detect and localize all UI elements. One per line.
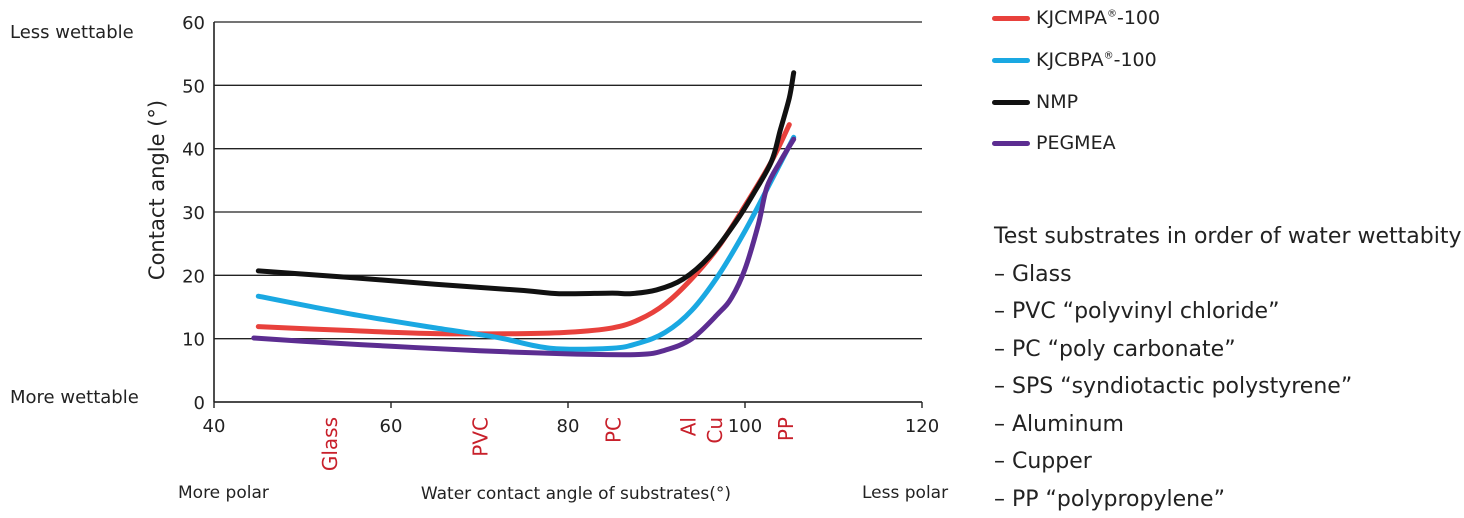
y-tick-label: 20	[182, 266, 205, 287]
y-axis-title: Contact angle (°)	[145, 100, 169, 280]
x-tick-label: 100	[728, 416, 762, 437]
series-lines	[254, 73, 794, 355]
legend-swatch	[992, 58, 1030, 63]
legend-item-kjcbpa: KJCBPA®-100	[992, 45, 1157, 75]
x-axis-title: Water contact angle of substrates(°)	[421, 484, 731, 504]
legend-label: KJCBPA®-100	[1036, 49, 1157, 71]
series-line-3	[254, 139, 794, 355]
substrates-title: Test substrates in order of water wettab…	[994, 218, 1461, 256]
legend-swatch	[992, 100, 1030, 105]
y-tick-label: 50	[182, 76, 205, 97]
legend-item-kjcmpa: KJCMPA®-100	[992, 3, 1160, 33]
legend-swatch	[992, 16, 1030, 21]
substrate-marker-label: PP	[774, 417, 798, 441]
substrate-item: Aluminum	[994, 406, 1461, 444]
substrate-item: SPS “syndiotactic polystyrene”	[994, 368, 1461, 406]
more-wettable-label: More wettable	[10, 387, 139, 408]
substrates-panel: Test substrates in order of water wettab…	[994, 218, 1461, 518]
substrate-marker-label: Al	[677, 417, 701, 436]
substrate-marker-label: Cu	[703, 417, 727, 444]
x-tick-label: 60	[380, 416, 403, 437]
y-tick-label: 0	[194, 393, 205, 414]
legend-swatch	[992, 141, 1030, 146]
y-tick-label: 40	[182, 140, 205, 161]
series-line-0	[258, 125, 789, 334]
legend-item-nmp: NMP	[992, 87, 1078, 117]
less-wettable-label: Less wettable	[10, 22, 134, 43]
legend-label: KJCMPA®-100	[1036, 7, 1160, 29]
y-tick-label: 60	[182, 13, 205, 34]
x-tick-label: 80	[557, 416, 580, 437]
y-tick-label: 30	[182, 203, 205, 224]
substrate-marker-label: Glass	[318, 417, 342, 471]
substrate-item: Cupper	[994, 443, 1461, 481]
substrate-marker-label: PVC	[469, 417, 493, 457]
substrate-item: PVC “polyvinyl chloride”	[994, 293, 1461, 331]
x-tick-labels: 40 60 80 100 120	[203, 416, 940, 437]
legend-item-pegmea: PEGMEA	[992, 128, 1116, 158]
x-tick-label: 40	[203, 416, 226, 437]
series-line-2	[258, 73, 793, 294]
substrate-item: PP “polypropylene”	[994, 481, 1461, 518]
less-polar-label: Less polar	[862, 483, 948, 503]
x-tick-label: 120	[905, 416, 939, 437]
y-tick-label: 10	[182, 330, 205, 351]
substrate-item: PC “poly carbonate”	[994, 331, 1461, 369]
legend-label: PEGMEA	[1036, 132, 1116, 154]
y-tick-labels: 0 10 20 30 40 50 60	[182, 13, 205, 414]
more-polar-label: More polar	[178, 483, 269, 503]
gridlines	[214, 22, 922, 402]
substrate-marker-label: PC	[601, 417, 625, 443]
substrate-item: Glass	[994, 256, 1461, 294]
legend-label: NMP	[1036, 91, 1078, 113]
